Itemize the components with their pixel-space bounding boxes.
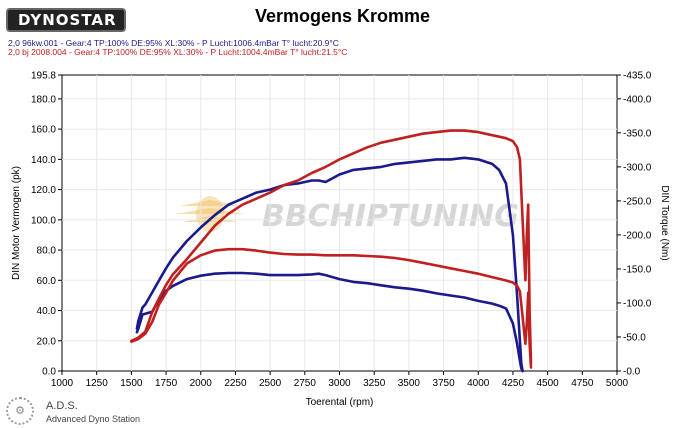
y-tick-label: 60.0 (37, 276, 57, 287)
y2-tick-label: -435.0 (623, 71, 652, 82)
run-label-2: 2,0 bj 2008.004 - Gear:4 TP:100% DE:95% … (8, 47, 348, 57)
y-tick-label: 140.0 (31, 155, 56, 166)
x-tick-label: 3750 (432, 378, 455, 389)
series-layer (130, 129, 533, 373)
y-tick-label: 20.0 (37, 336, 57, 347)
x-tick-label: 2000 (190, 378, 213, 389)
y2-tick-label: -300.0 (623, 162, 652, 173)
y2-tick-label: -50.0 (623, 332, 646, 343)
ads-logo-icon: ⚙ (6, 397, 34, 425)
y-tick-label: 195.8 (31, 71, 56, 82)
x-tick-label: 2750 (294, 378, 317, 389)
ads-subtitle: Advanced Dyno Station (46, 414, 141, 424)
x-tick-label: 3250 (363, 378, 386, 389)
y2-tick-label: -150.0 (623, 264, 652, 275)
y2-axis-label: DIN Torque (Nm) (659, 185, 670, 260)
y2-tick-label: -250.0 (623, 196, 652, 207)
x-tick-label: 1500 (120, 378, 143, 389)
x-tick-label: 1250 (86, 378, 109, 389)
y2-tick-label: -350.0 (623, 128, 652, 139)
y-tick-label: 120.0 (31, 185, 56, 196)
y-tick-label: 0.0 (42, 367, 56, 378)
x-tick-label: 4250 (502, 378, 525, 389)
x-tick-label: 2250 (224, 378, 247, 389)
x-tick-label: 3500 (398, 378, 421, 389)
chart-title: Vermogens Kromme (254, 6, 431, 26)
x-tick-label: 4500 (537, 378, 560, 389)
y2-tick-label: -400.0 (623, 94, 652, 105)
y2-tick-label: -0.0 (623, 367, 641, 378)
y-axis-label: DIN Motor Vermogen (pk) (11, 166, 22, 280)
x-tick-label: 4750 (571, 378, 594, 389)
x-tick-label: 2500 (259, 378, 282, 389)
y-tick-label: 180.0 (31, 94, 56, 105)
y-tick-label: 100.0 (31, 215, 56, 226)
x-axis-label: Toerental (rpm) (306, 397, 374, 408)
y-tick-label: 40.0 (37, 306, 57, 317)
x-tick-label: 1000 (51, 378, 74, 389)
x-tick-label: 4000 (467, 378, 490, 389)
x-tick-label: 5000 (606, 378, 629, 389)
watermark-text: BBCHIPTUNING (262, 199, 519, 234)
dynostar-logo: DYNOSTAR (6, 8, 126, 32)
y2-tick-label: -200.0 (623, 230, 652, 241)
x-tick-label: 3000 (328, 378, 351, 389)
y-tick-label: 80.0 (37, 246, 57, 257)
series-line-torque-red (130, 247, 533, 369)
series-line-torque-blue (135, 271, 524, 373)
series-line-power-blue (135, 156, 524, 373)
series-line-power-red (130, 129, 533, 365)
y-tick-label: 160.0 (31, 125, 56, 136)
x-tick-label: 1750 (155, 378, 178, 389)
y2-tick-label: -100.0 (623, 298, 652, 309)
run-label-1: 2,0 96kw.001 - Gear:4 TP:100% DE:95% XL:… (8, 38, 339, 48)
ads-title: A.D.S. (46, 400, 78, 412)
grid (62, 75, 617, 371)
